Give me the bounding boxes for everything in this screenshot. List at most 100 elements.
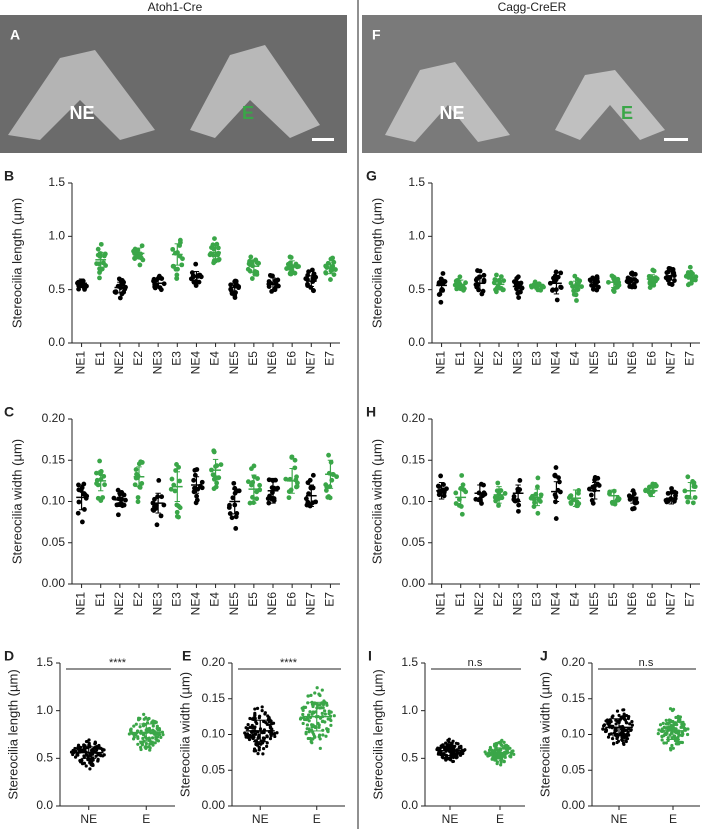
- data-point: [481, 272, 487, 278]
- bundle-shape: [385, 62, 510, 142]
- data-point: [674, 722, 678, 726]
- data-point: [629, 728, 633, 732]
- data-point: [249, 735, 253, 739]
- x-tick-label: E4: [568, 351, 582, 366]
- data-point: [177, 237, 183, 243]
- y-tick-label: 1.5: [48, 175, 65, 189]
- x-tick-label: E7: [683, 592, 697, 607]
- data-point: [460, 482, 466, 488]
- data-point: [438, 299, 444, 305]
- data-point: [151, 719, 155, 723]
- data-point: [260, 705, 264, 709]
- y-tick-label: 0.05: [202, 762, 226, 776]
- significance-label: n.s: [468, 657, 483, 669]
- data-point: [458, 751, 463, 755]
- x-tick-label: E3: [169, 351, 183, 366]
- data-point: [441, 493, 447, 499]
- data-point: [265, 735, 269, 739]
- y-tick-label: 1.0: [48, 229, 65, 243]
- data-point: [323, 270, 329, 275]
- scale-bar: [664, 138, 688, 141]
- data-point: [82, 492, 88, 497]
- data-point: [610, 715, 614, 719]
- data-point: [174, 276, 180, 281]
- data-point: [630, 506, 635, 512]
- data-point: [554, 297, 560, 303]
- y-tick-label: 0.10: [202, 727, 226, 741]
- data-point: [88, 767, 92, 771]
- data-point: [684, 494, 690, 500]
- bundle-shape: [190, 45, 320, 138]
- data-point: [84, 752, 88, 757]
- data-point: [626, 280, 632, 285]
- y-tick-label: 0.05: [402, 535, 426, 549]
- data-point: [630, 720, 634, 724]
- data-point: [101, 473, 107, 479]
- data-point: [304, 502, 310, 508]
- data-point: [306, 694, 310, 698]
- data-point: [446, 738, 450, 743]
- data-point: [95, 246, 101, 252]
- x-tick-label: NE2: [112, 351, 126, 375]
- data-point: [684, 727, 688, 731]
- data-point: [177, 478, 182, 484]
- data-point: [325, 727, 329, 731]
- data-point: [313, 274, 319, 280]
- data-point: [71, 748, 75, 753]
- significance-label: ****: [280, 657, 298, 669]
- data-point: [495, 480, 501, 486]
- data-point: [211, 472, 217, 478]
- data-point: [479, 501, 484, 506]
- data-point: [625, 275, 631, 281]
- panel-letter: F: [372, 27, 381, 43]
- data-point: [463, 748, 467, 752]
- data-point: [321, 733, 325, 737]
- data-point: [275, 485, 281, 491]
- data-point: [155, 724, 159, 728]
- data-point: [97, 743, 101, 748]
- y-axis-label: Stereocilia length (µm): [9, 198, 24, 328]
- data-point: [75, 510, 81, 516]
- data-point: [98, 746, 102, 750]
- data-point: [676, 739, 680, 744]
- image-label: NE: [439, 103, 464, 123]
- data-point: [264, 720, 268, 725]
- data-point: [622, 736, 627, 740]
- data-point: [504, 747, 509, 752]
- data-point: [613, 731, 617, 735]
- data-point: [133, 467, 139, 472]
- data-point: [95, 252, 101, 258]
- panel-letter: I: [368, 648, 372, 664]
- data-point: [265, 744, 269, 748]
- data-point: [289, 455, 295, 460]
- data-point: [158, 513, 164, 519]
- y-tick-label: 0.20: [42, 411, 66, 425]
- y-tick-label: 1.5: [408, 175, 425, 189]
- y-tick-label: 0.20: [562, 655, 586, 669]
- data-point: [139, 460, 145, 465]
- data-point: [159, 276, 165, 281]
- data-point: [159, 494, 165, 500]
- data-point: [669, 731, 674, 735]
- data-point: [306, 269, 311, 275]
- data-point: [156, 478, 162, 483]
- data-point: [328, 277, 333, 282]
- data-point: [309, 737, 313, 741]
- data-point: [266, 284, 272, 290]
- x-tick-label: E4: [208, 592, 222, 607]
- y-tick-label: 0.20: [402, 411, 426, 425]
- data-point: [628, 722, 632, 726]
- data-point: [574, 503, 579, 509]
- data-point: [558, 285, 564, 290]
- data-point: [436, 280, 442, 285]
- data-point: [210, 242, 216, 248]
- data-point: [324, 484, 330, 490]
- data-point: [532, 500, 537, 506]
- data-point: [508, 746, 512, 750]
- data-point: [604, 729, 608, 733]
- data-point: [245, 266, 251, 272]
- data-point: [500, 743, 504, 747]
- data-point: [247, 258, 252, 264]
- x-tick-label: E2: [491, 592, 505, 607]
- data-point: [95, 495, 101, 501]
